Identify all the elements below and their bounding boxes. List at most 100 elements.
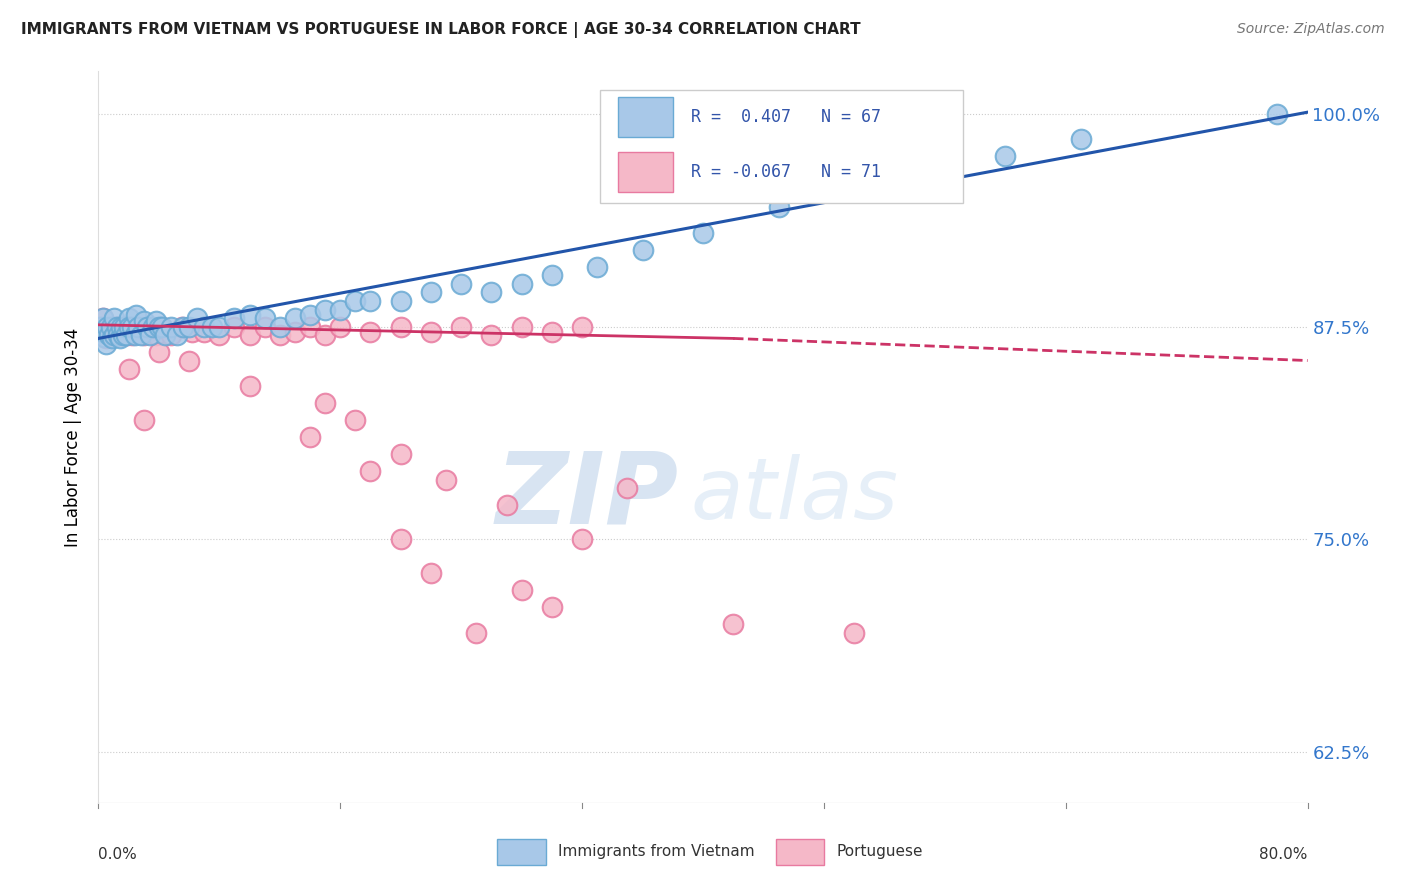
Text: Source: ZipAtlas.com: Source: ZipAtlas.com — [1237, 22, 1385, 37]
Point — [160, 319, 183, 334]
Point — [389, 532, 412, 546]
Point — [110, 325, 132, 339]
FancyBboxPatch shape — [776, 839, 824, 865]
Point — [148, 345, 170, 359]
Point — [844, 625, 866, 640]
Point — [360, 464, 382, 478]
Point — [314, 396, 336, 410]
Point — [1070, 132, 1092, 146]
Text: Immigrants from Vietnam: Immigrants from Vietnam — [558, 845, 755, 859]
Point — [166, 328, 188, 343]
Point — [269, 319, 291, 334]
Point — [94, 326, 117, 341]
Point — [101, 319, 124, 334]
Point — [135, 325, 157, 339]
Point — [160, 328, 183, 343]
Text: IMMIGRANTS FROM VIETNAM VS PORTUGUESE IN LABOR FORCE | AGE 30-34 CORRELATION CHA: IMMIGRANTS FROM VIETNAM VS PORTUGUESE IN… — [21, 22, 860, 38]
Point — [299, 430, 322, 444]
Point — [586, 260, 609, 274]
Point — [139, 328, 162, 343]
Point — [145, 328, 167, 343]
Point — [768, 201, 790, 215]
Point — [450, 319, 472, 334]
Point — [148, 319, 170, 334]
Point — [114, 319, 136, 334]
Point — [150, 319, 173, 334]
Point — [127, 325, 149, 339]
Point — [108, 328, 131, 343]
Point — [91, 311, 114, 326]
Point — [314, 302, 336, 317]
Point — [389, 447, 412, 461]
Point — [94, 331, 117, 345]
Point — [299, 319, 322, 334]
Point — [118, 362, 141, 376]
Point — [153, 328, 176, 343]
Point — [103, 328, 125, 343]
Point — [329, 302, 352, 317]
Point — [142, 319, 165, 334]
Point — [125, 308, 148, 322]
Point — [107, 328, 129, 343]
Point — [112, 328, 135, 343]
Point — [150, 319, 173, 334]
Point — [201, 319, 224, 334]
Point — [118, 311, 141, 326]
Point — [253, 319, 276, 334]
Point — [89, 319, 111, 334]
Point — [129, 328, 152, 343]
Point — [224, 319, 246, 334]
Point — [135, 319, 157, 334]
Point — [344, 413, 367, 427]
Point — [121, 319, 143, 334]
Point — [132, 413, 155, 427]
Point — [481, 285, 503, 300]
Y-axis label: In Labor Force | Age 30-34: In Labor Force | Age 30-34 — [65, 327, 83, 547]
Point — [132, 314, 155, 328]
Point — [139, 319, 162, 334]
Point — [360, 293, 382, 308]
Point — [118, 319, 141, 334]
Point — [540, 325, 562, 339]
Point — [208, 319, 231, 334]
Point — [100, 328, 122, 343]
Point — [540, 268, 562, 283]
Text: R =  0.407   N = 67: R = 0.407 N = 67 — [690, 109, 882, 127]
Point — [420, 566, 443, 581]
Point — [124, 328, 146, 343]
Text: 80.0%: 80.0% — [1260, 847, 1308, 862]
Point — [110, 319, 132, 334]
Point — [103, 311, 125, 326]
Point — [193, 319, 215, 334]
Text: 0.0%: 0.0% — [98, 847, 138, 862]
Point — [179, 319, 201, 334]
Point — [111, 328, 134, 343]
FancyBboxPatch shape — [619, 97, 672, 137]
Point — [314, 328, 336, 343]
Point — [181, 325, 204, 339]
Text: Portuguese: Portuguese — [837, 845, 922, 859]
Point — [127, 319, 149, 334]
Point — [284, 311, 307, 326]
Point — [93, 329, 115, 343]
Point — [105, 319, 128, 334]
Point — [239, 308, 262, 322]
Point — [616, 481, 638, 495]
Point — [90, 325, 112, 339]
Point — [329, 319, 352, 334]
Point — [269, 328, 291, 343]
Text: R = -0.067   N = 71: R = -0.067 N = 71 — [690, 163, 882, 181]
Point — [1267, 107, 1289, 121]
Point — [89, 319, 111, 334]
Point — [96, 325, 118, 339]
Point — [360, 325, 382, 339]
Point — [124, 319, 146, 334]
Point — [145, 314, 167, 328]
Point — [389, 319, 412, 334]
Point — [434, 473, 457, 487]
Point — [239, 379, 262, 393]
Point — [994, 149, 1017, 163]
Point — [101, 331, 124, 345]
Point — [129, 319, 152, 334]
Point — [118, 319, 141, 334]
